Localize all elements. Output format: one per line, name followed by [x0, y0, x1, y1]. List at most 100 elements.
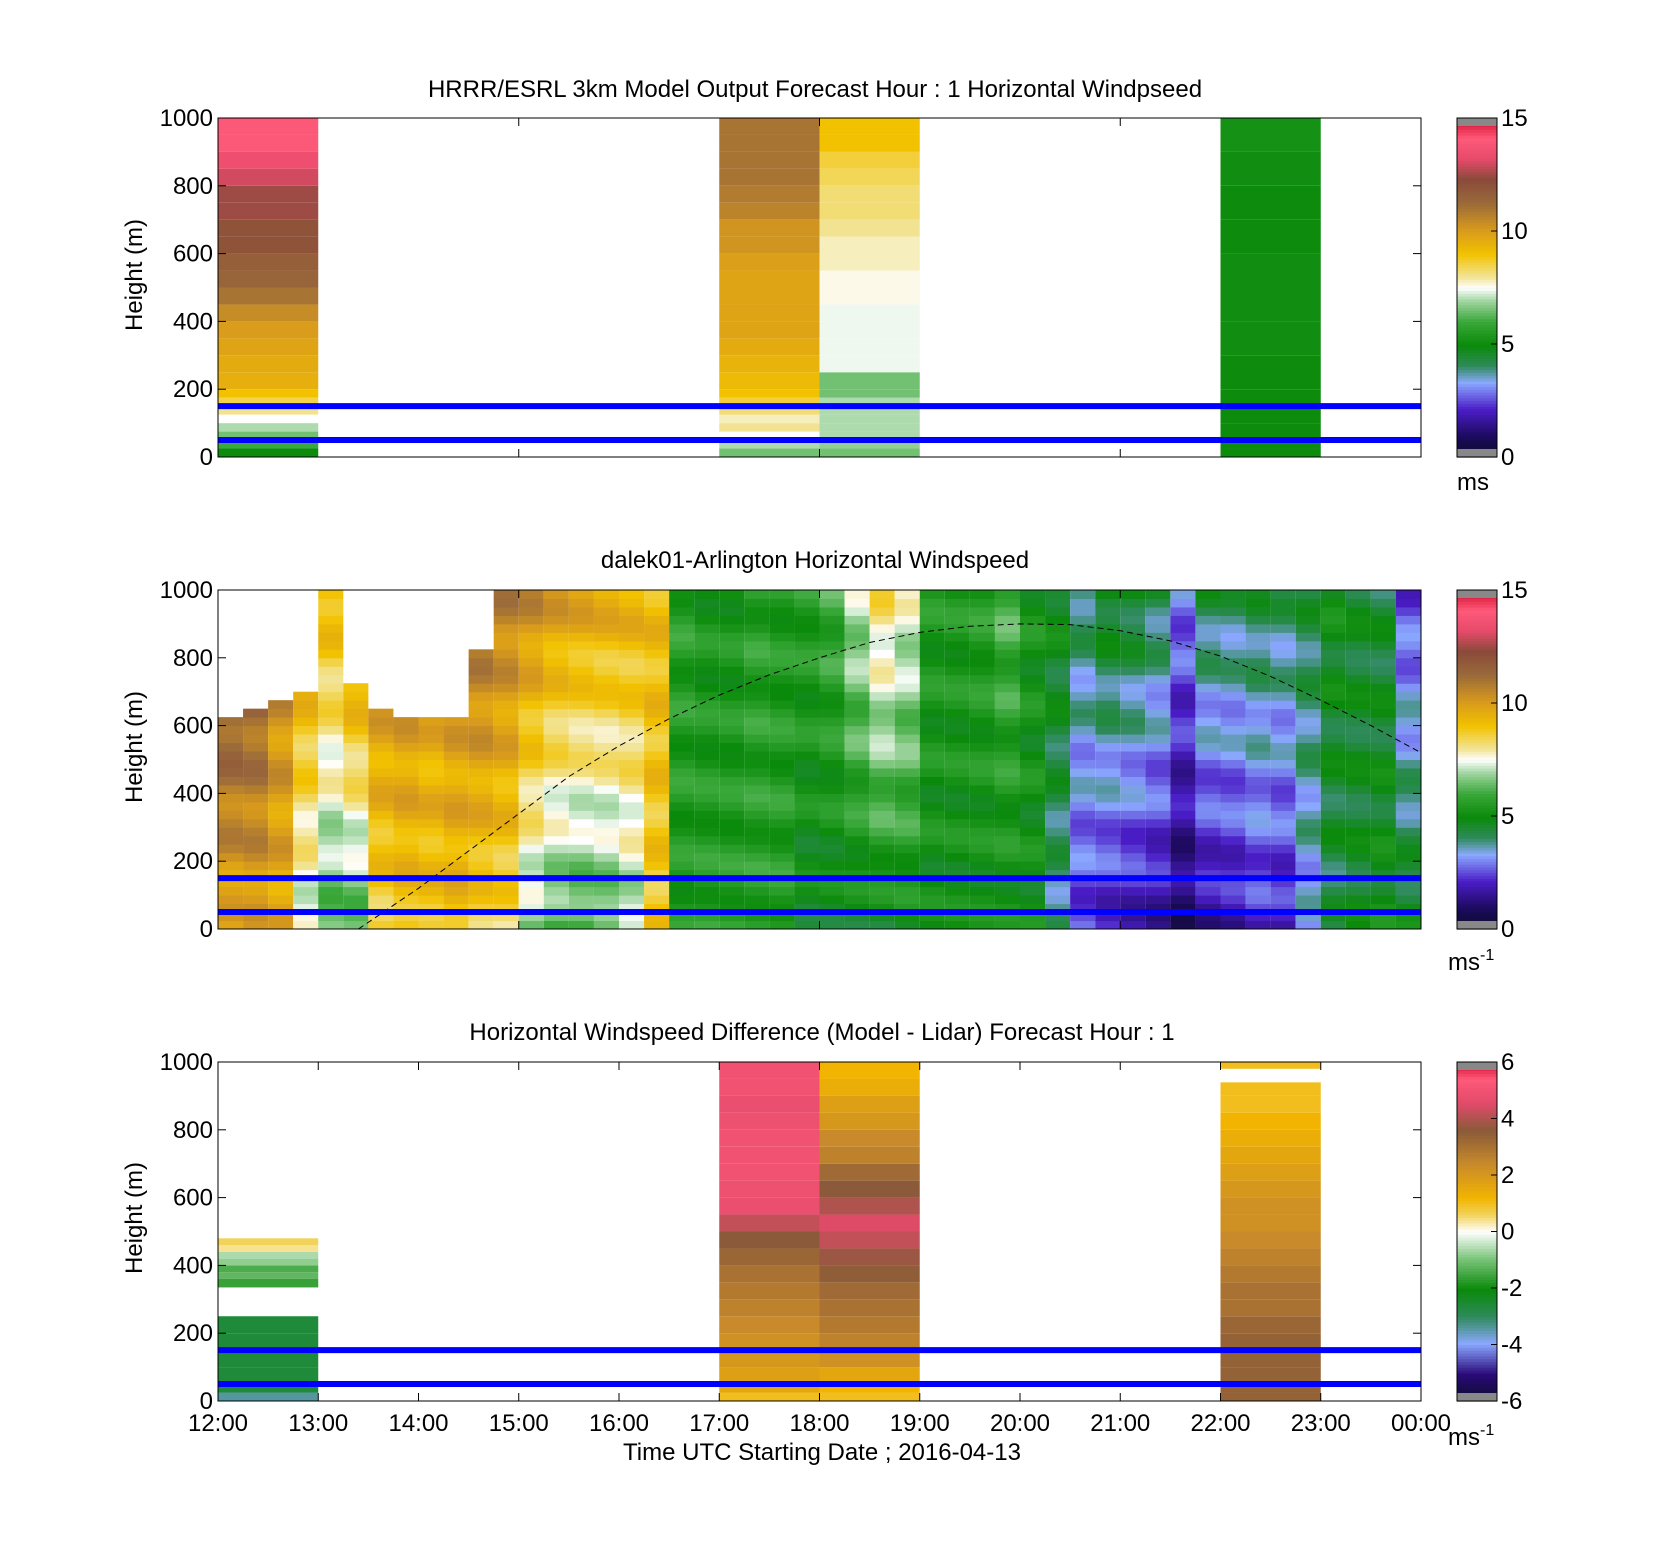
- heatmap-cell: [794, 861, 820, 871]
- heatmap-cell: [1145, 598, 1171, 608]
- heatmap-cell: [1395, 784, 1421, 794]
- heatmap-cell: [1195, 606, 1221, 616]
- heatmap-cell: [393, 742, 419, 752]
- heatmap-cell: [568, 759, 594, 769]
- heatmap-cell: [719, 1197, 820, 1215]
- colorbar-swatch: [1457, 1237, 1497, 1241]
- heatmap-cell: [769, 886, 795, 896]
- heatmap-cell: [794, 640, 820, 650]
- heatmap-cell: [468, 776, 494, 786]
- heatmap-cell: [1270, 767, 1296, 777]
- heatmap-cell: [1270, 590, 1296, 599]
- heatmap-cell: [869, 903, 895, 913]
- heatmap-cell: [869, 606, 895, 616]
- heatmap-cell: [1245, 818, 1271, 828]
- colorbar-swatch: [1457, 394, 1497, 399]
- heatmap-cell: [1395, 700, 1421, 710]
- heatmap-cell: [1370, 852, 1396, 862]
- colorbar-swatch: [1457, 149, 1497, 153]
- heatmap-cell: [619, 700, 645, 710]
- model-heatmap: [218, 118, 1321, 457]
- heatmap-cell: [1195, 590, 1221, 599]
- heatmap-cell: [1220, 912, 1246, 922]
- heatmap-cell: [894, 852, 920, 862]
- heatmap-cell: [1120, 717, 1146, 727]
- colorbar-swatch: [1457, 804, 1497, 809]
- heatmap-cell: [644, 623, 670, 633]
- colorbar-swatch: [1457, 1341, 1497, 1346]
- heatmap-cell: [1395, 818, 1421, 828]
- heatmap-cell: [543, 649, 569, 659]
- heatmap-cell: [1245, 895, 1271, 905]
- heatmap-cell: [1320, 784, 1346, 794]
- heatmap-cell: [769, 751, 795, 760]
- heatmap-cell: [243, 920, 269, 930]
- heatmap-cell: [919, 683, 945, 693]
- colorbar-swatch: [1457, 1200, 1497, 1204]
- heatmap-cell: [493, 606, 519, 616]
- x-tick-label: 21:00: [1090, 1410, 1150, 1437]
- colorbar-swatch: [1457, 312, 1497, 317]
- heatmap-cell: [694, 810, 720, 820]
- heatmap-cell: [1070, 717, 1096, 727]
- heatmap-cell: [719, 674, 745, 684]
- heatmap-cell: [794, 623, 820, 633]
- heatmap-cell: [1120, 776, 1146, 786]
- colorbar-swatch: [1457, 1344, 1497, 1348]
- heatmap-cell: [1020, 776, 1046, 786]
- heatmap-cell: [293, 734, 319, 744]
- heatmap-cell: [1020, 895, 1046, 905]
- heatmap-cell: [794, 886, 820, 896]
- heatmap-cell: [568, 784, 594, 794]
- heatmap-cell: [1145, 657, 1171, 667]
- heatmap-cell: [293, 810, 319, 820]
- heatmap-cell: [694, 767, 720, 777]
- heatmap-cell: [819, 742, 845, 752]
- heatmap-cell: [568, 861, 594, 871]
- heatmap-cell: [1320, 725, 1346, 735]
- heatmap-cell: [819, 818, 845, 828]
- heatmap-cell: [593, 878, 619, 888]
- colorbar-swatch: [1457, 262, 1497, 266]
- heatmap-cell: [443, 903, 469, 913]
- heatmap-cell: [243, 886, 269, 896]
- heatmap-cell: [593, 793, 619, 803]
- colorbar-swatch: [1457, 1166, 1497, 1170]
- heatmap-cell: [443, 725, 469, 735]
- colorbar-swatch: [1457, 787, 1497, 792]
- heatmap-cell: [1095, 649, 1121, 659]
- heatmap-cell: [819, 784, 845, 794]
- heatmap-cell: [218, 869, 244, 879]
- heatmap-cell: [368, 878, 394, 888]
- heatmap-cell: [769, 844, 795, 854]
- heatmap-cell: [694, 640, 720, 650]
- heatmap-cell: [1295, 683, 1321, 693]
- heatmap-cell: [443, 827, 469, 837]
- colorbar-swatch: [1457, 335, 1497, 339]
- heatmap-cell: [819, 835, 845, 845]
- y-tick-label: 0: [200, 916, 213, 943]
- heatmap-cell: [368, 920, 394, 930]
- heatmap-cell: [719, 287, 820, 305]
- colorbar-tick-label: 15: [1501, 105, 1528, 132]
- heatmap-cell: [669, 903, 695, 913]
- heatmap-cell: [1245, 708, 1271, 718]
- heatmap-cell: [1095, 751, 1121, 760]
- heatmap-cell: [969, 590, 995, 599]
- colorbar-swatch: [1457, 1338, 1497, 1343]
- heatmap-cell: [343, 742, 369, 752]
- heatmap-cell: [819, 202, 920, 220]
- colorbar-swatch: [1457, 377, 1497, 382]
- heatmap-cell: [493, 590, 519, 599]
- heatmap-cell: [1045, 835, 1071, 845]
- heatmap-cell: [919, 606, 945, 616]
- colorbar-swatch: [1457, 824, 1497, 828]
- heatmap-cell: [468, 649, 494, 659]
- colorbar-swatch: [1457, 869, 1497, 874]
- heatmap-cell: [1270, 717, 1296, 727]
- colorbar-swatch: [1457, 762, 1497, 766]
- heatmap-cell: [1145, 759, 1171, 769]
- heatmap-cell: [669, 649, 695, 659]
- colorbar-swatch: [1457, 677, 1497, 681]
- colorbar-swatch: [1457, 635, 1497, 639]
